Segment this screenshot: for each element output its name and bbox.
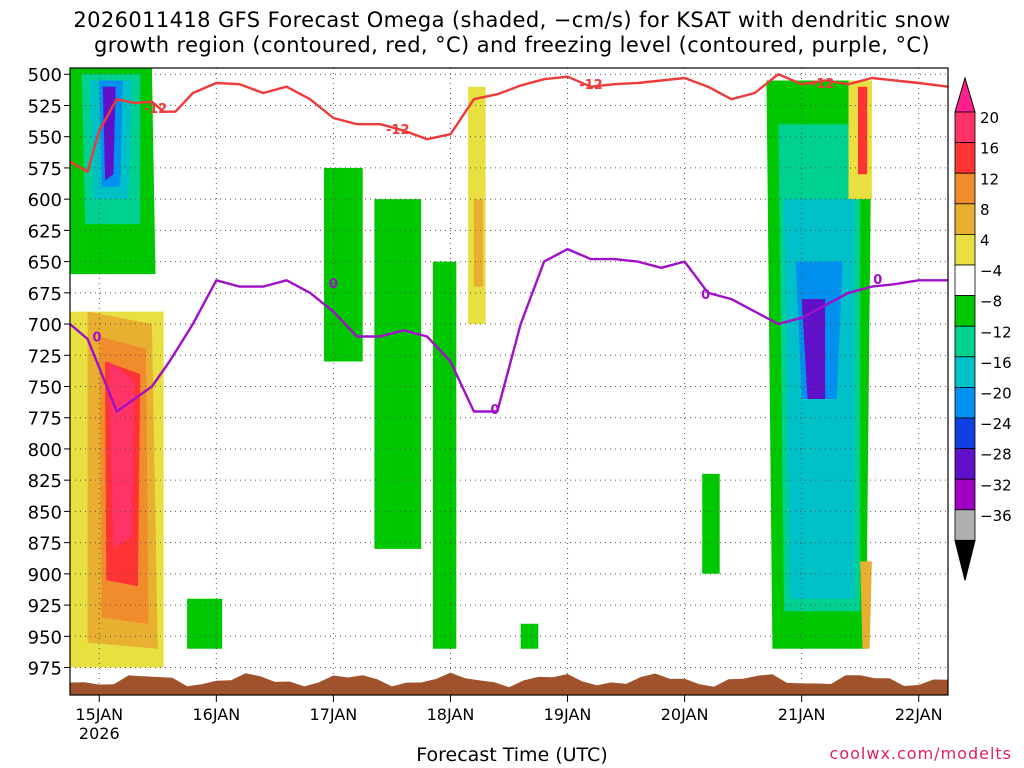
x-tick-label: 16JAN — [192, 705, 240, 724]
y-tick-label: 950 — [28, 627, 62, 648]
colorbar-box — [954, 264, 976, 297]
credit-text: coolwx.com/modelts — [829, 744, 1012, 763]
colorbar-label: −12 — [980, 323, 1012, 341]
y-tick-label: 875 — [28, 534, 62, 555]
colorbar-box — [954, 356, 976, 388]
colorbar-box — [954, 325, 976, 358]
omega-region-26 — [520, 623, 539, 649]
colorbar-label: −32 — [980, 476, 1012, 494]
x-axis-label: Forecast Time (UTC) — [416, 744, 608, 766]
omega-region-25 — [187, 598, 223, 649]
omega-shading — [70, 68, 872, 668]
contour-lines — [70, 73, 948, 413]
colorbar-box — [954, 417, 976, 450]
colorbar-box — [954, 509, 976, 541]
omega-region-16 — [702, 473, 720, 574]
x-tick-label: 17JAN — [310, 705, 358, 724]
colorbar-arrow-top — [954, 76, 976, 113]
colorbar-label: −28 — [980, 446, 1012, 464]
y-tick-label: 625 — [28, 221, 62, 242]
colorbar: 20 16 12 8 4 −4 −8 −12 −16 −20 −24 −28 −32 −36 — [954, 76, 1012, 581]
y-tick-label: 800 — [28, 440, 62, 461]
y-tick-label: 700 — [28, 315, 62, 336]
colorbar-box — [954, 478, 976, 511]
y-tick-label: 600 — [28, 190, 62, 211]
contour-labels: -12 -12 -12 -12 0 0 0 0 0 — [92, 77, 882, 418]
y-tick-label: 650 — [28, 253, 62, 274]
terrain-ground — [70, 672, 948, 695]
colorbar-label: 16 — [980, 140, 999, 158]
colorbar-label: −36 — [980, 507, 1012, 525]
omega-region-13 — [432, 261, 457, 649]
contour-label: -12 — [579, 78, 603, 93]
omega-region-10 — [102, 86, 116, 181]
colorbar-label: 12 — [980, 170, 999, 188]
omega-region-15 — [473, 199, 484, 287]
colorbar-box — [954, 386, 976, 419]
contour-line-0 — [70, 247, 948, 413]
y-tick-label: 925 — [28, 596, 62, 617]
contour-label: -12 — [811, 77, 835, 92]
x-tick-label: 21JAN — [778, 705, 826, 724]
contour-label: 0 — [329, 277, 338, 292]
x-tick-label: 18JAN — [427, 705, 475, 724]
colorbar-label: −20 — [980, 385, 1012, 403]
contour-label: 0 — [873, 273, 882, 288]
y-tick-label: 900 — [28, 565, 62, 586]
colorbar-box — [954, 111, 976, 144]
x-tick-sublabel: 2026 — [79, 724, 120, 743]
colorbar-arrow-bottom — [954, 539, 976, 581]
contour-label: -12 — [386, 123, 410, 138]
y-tick-label: 675 — [28, 284, 62, 305]
colorbar-label: −4 — [980, 262, 1002, 280]
contour-line--12 — [70, 73, 948, 173]
omega-region-24 — [860, 561, 872, 649]
y-tick-label: 725 — [28, 346, 62, 367]
contour-label: 0 — [490, 403, 499, 418]
colorbar-label: 4 — [980, 232, 990, 250]
colorbar-box — [954, 203, 976, 235]
colorbar-box — [954, 233, 976, 266]
omega-region-21 — [801, 299, 826, 399]
colorbar-label: 20 — [980, 109, 999, 127]
y-axis: 500 525 550 575 600 625 650 675 700 725 750 775 800 8… — [28, 65, 70, 680]
colorbar-label: 8 — [980, 201, 990, 219]
y-tick-label: 850 — [28, 502, 62, 523]
colorbar-box — [954, 295, 976, 327]
chart-title: 2026011418 GFS Forecast Omega (shaded, −… — [0, 8, 1024, 58]
x-tick-label: 15JAN — [75, 705, 123, 724]
colorbar-label: −16 — [980, 354, 1012, 372]
omega-region-11 — [324, 167, 363, 362]
title-line-2: growth region (contoured, red, °C) and f… — [94, 33, 930, 57]
y-tick-label: 500 — [28, 65, 62, 86]
omega-region-23 — [857, 86, 868, 175]
colorbar-box — [954, 142, 976, 174]
contour-label: 0 — [92, 331, 101, 346]
y-tick-label: 575 — [28, 159, 62, 180]
y-tick-label: 775 — [28, 409, 62, 430]
y-tick-label: 750 — [28, 377, 62, 398]
y-tick-label: 550 — [28, 128, 62, 149]
terrain-fill — [70, 672, 948, 695]
y-tick-label: 975 — [28, 659, 62, 680]
omega-region-12 — [374, 199, 422, 549]
colorbar-box — [954, 448, 976, 480]
contour-label: 0 — [701, 288, 710, 303]
colorbar-label: −8 — [980, 293, 1002, 311]
plot-frame — [69, 67, 949, 696]
colorbar-box — [954, 172, 976, 205]
y-tick-label: 825 — [28, 471, 62, 492]
x-tick-label: 22JAN — [895, 705, 943, 724]
x-tick-label: 20JAN — [661, 705, 709, 724]
colorbar-label: −24 — [980, 415, 1012, 433]
x-tick-label: 19JAN — [544, 705, 592, 724]
y-tick-label: 525 — [28, 96, 62, 117]
title-line-1: 2026011418 GFS Forecast Omega (shaded, −… — [73, 8, 951, 32]
contour-label: -12 — [144, 102, 168, 117]
